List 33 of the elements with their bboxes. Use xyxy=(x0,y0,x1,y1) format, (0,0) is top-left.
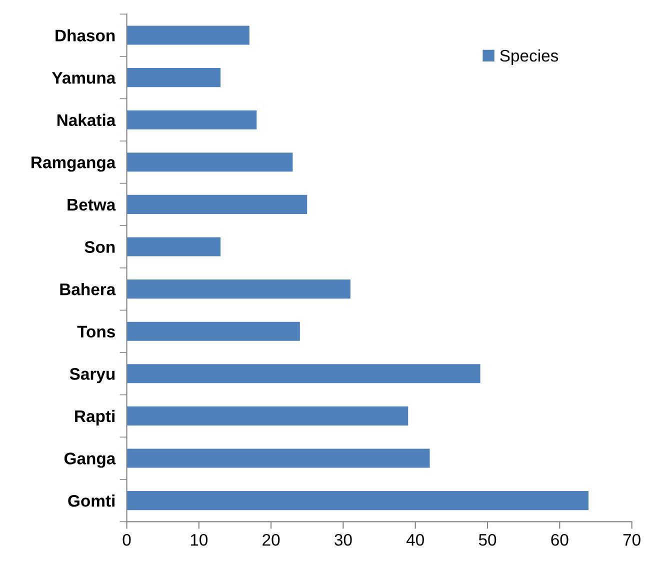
x-tick-label: 10 xyxy=(190,534,208,546)
bar xyxy=(126,491,589,510)
legend-label: Species xyxy=(500,49,558,65)
y-tick-label: Nakatia xyxy=(57,114,116,126)
bar xyxy=(126,406,408,426)
y-tick-label: Gomti xyxy=(68,494,114,507)
y-tick-label: Bahera xyxy=(60,283,116,296)
x-tick-label: 50 xyxy=(478,534,496,546)
bar xyxy=(126,448,430,468)
x-tick-label: 20 xyxy=(262,534,280,546)
bar xyxy=(126,110,257,130)
bar xyxy=(126,152,293,172)
x-tick-label: 60 xyxy=(551,534,568,546)
bar xyxy=(126,322,300,341)
y-tick-label: Dhason xyxy=(56,29,115,42)
x-tick-label: 0 xyxy=(122,534,131,546)
bar xyxy=(126,68,221,88)
y-tick-label: Saryu xyxy=(70,368,115,384)
y-tick-label: Rapti xyxy=(75,410,114,426)
bar xyxy=(126,237,221,256)
bar xyxy=(126,194,308,214)
x-tick-label: 40 xyxy=(406,534,424,546)
bar xyxy=(126,364,480,384)
x-tick-label: 70 xyxy=(623,534,640,546)
y-tick-label: Yamuna xyxy=(52,72,116,84)
y-tick-label: Tons xyxy=(77,326,115,338)
y-tick-label: Son xyxy=(84,241,115,253)
bar xyxy=(126,26,250,45)
y-tick-label: Betwa xyxy=(68,199,116,211)
y-tick-label: Ganga xyxy=(64,452,116,468)
y-tick-label: Ramganga xyxy=(32,156,116,172)
x-tick-label: 30 xyxy=(334,534,352,546)
bar xyxy=(126,280,350,299)
